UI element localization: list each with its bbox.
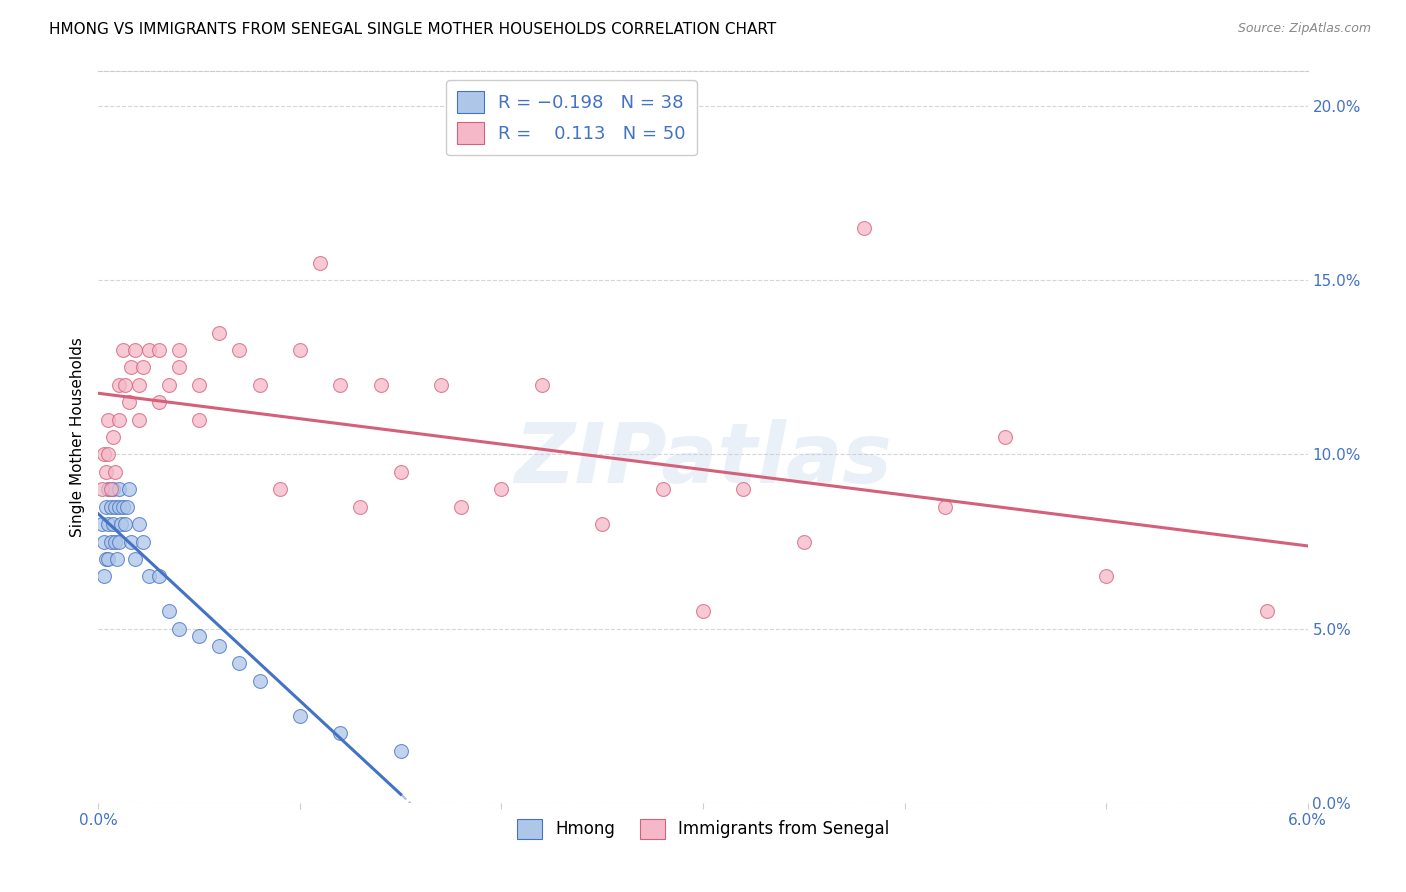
Point — [96, 500, 118, 514]
Point — [96, 552, 118, 566]
Point — [228, 343, 250, 357]
Point — [349, 500, 371, 514]
Point — [100, 500, 122, 514]
Point — [124, 343, 146, 357]
Point — [114, 377, 136, 392]
Point — [118, 483, 141, 497]
Point — [157, 377, 180, 392]
Point — [994, 430, 1017, 444]
Y-axis label: Single Mother Households: Single Mother Households — [70, 337, 86, 537]
Point — [430, 377, 453, 392]
Point — [651, 483, 673, 497]
Point — [96, 465, 118, 479]
Point — [107, 377, 129, 392]
Point — [208, 326, 231, 340]
Point — [107, 483, 129, 497]
Point — [188, 412, 211, 426]
Point — [91, 483, 114, 497]
Point — [128, 412, 150, 426]
Point — [100, 483, 122, 497]
Point — [128, 517, 150, 532]
Point — [97, 483, 120, 497]
Point — [288, 343, 311, 357]
Point — [148, 569, 170, 583]
Point — [120, 534, 142, 549]
Point — [1095, 569, 1118, 583]
Point — [107, 500, 129, 514]
Point — [288, 708, 311, 723]
Point — [118, 395, 141, 409]
Point — [389, 465, 412, 479]
Point — [93, 534, 115, 549]
Point — [389, 743, 412, 757]
Point — [188, 629, 211, 643]
Point — [111, 343, 134, 357]
Point — [114, 517, 136, 532]
Point — [100, 534, 122, 549]
Point — [97, 552, 120, 566]
Point — [692, 604, 714, 618]
Text: Source: ZipAtlas.com: Source: ZipAtlas.com — [1237, 22, 1371, 36]
Point — [329, 726, 352, 740]
Point — [450, 500, 472, 514]
Legend: Hmong, Immigrants from Senegal: Hmong, Immigrants from Senegal — [510, 812, 896, 846]
Point — [93, 569, 115, 583]
Point — [103, 465, 125, 479]
Point — [249, 377, 271, 392]
Point — [101, 483, 124, 497]
Point — [853, 221, 876, 235]
Point — [111, 500, 134, 514]
Point — [269, 483, 291, 497]
Point — [103, 500, 125, 514]
Point — [107, 412, 129, 426]
Point — [370, 377, 392, 392]
Point — [167, 360, 190, 375]
Point — [167, 622, 190, 636]
Point — [105, 552, 128, 566]
Point — [208, 639, 231, 653]
Point — [167, 343, 190, 357]
Point — [91, 517, 114, 532]
Point — [228, 657, 250, 671]
Point — [101, 517, 124, 532]
Point — [148, 395, 170, 409]
Point — [97, 448, 120, 462]
Point — [115, 500, 138, 514]
Point — [93, 448, 115, 462]
Text: ZIPatlas: ZIPatlas — [515, 418, 891, 500]
Point — [132, 534, 155, 549]
Point — [124, 552, 146, 566]
Point — [97, 412, 120, 426]
Point — [97, 517, 120, 532]
Point — [132, 360, 155, 375]
Text: HMONG VS IMMIGRANTS FROM SENEGAL SINGLE MOTHER HOUSEHOLDS CORRELATION CHART: HMONG VS IMMIGRANTS FROM SENEGAL SINGLE … — [49, 22, 776, 37]
Point — [530, 377, 553, 392]
Point — [138, 569, 160, 583]
Point — [188, 377, 211, 392]
Point — [591, 517, 613, 532]
Point — [101, 430, 124, 444]
Point — [249, 673, 271, 688]
Point — [110, 517, 132, 532]
Point — [157, 604, 180, 618]
Point — [733, 483, 755, 497]
Point — [138, 343, 160, 357]
Point — [329, 377, 352, 392]
Point — [128, 377, 150, 392]
Point — [1256, 604, 1278, 618]
Point — [148, 343, 170, 357]
Point — [103, 534, 125, 549]
Point — [491, 483, 513, 497]
Point — [107, 534, 129, 549]
Point — [793, 534, 815, 549]
Point — [309, 256, 332, 270]
Point — [120, 360, 142, 375]
Point — [934, 500, 956, 514]
